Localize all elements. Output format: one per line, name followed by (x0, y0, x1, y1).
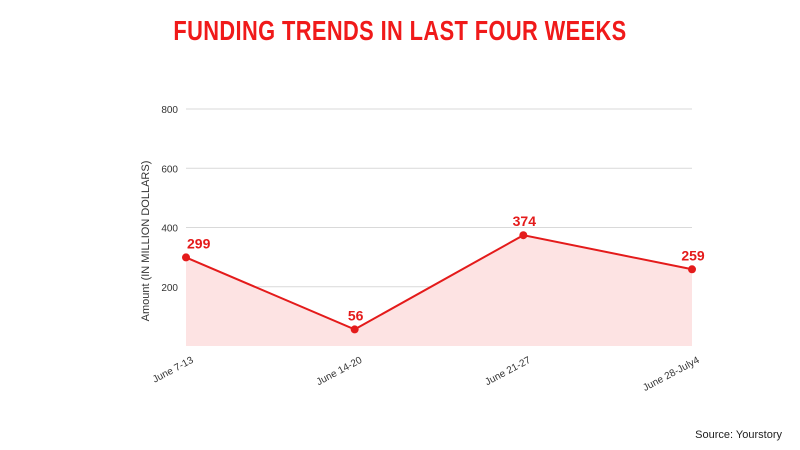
data-label: 56 (348, 307, 364, 323)
y-tick-label: 200 (161, 283, 178, 294)
y-tick-label: 600 (161, 164, 178, 175)
source-caption: Source: Yourstory (695, 429, 782, 441)
chart-title: FUNDING TRENDS IN LAST FOUR WEEKS (173, 15, 627, 46)
x-tick-label: June 28-July4 (641, 355, 702, 394)
x-tick-label: June 7-13 (151, 355, 196, 386)
x-tick-label: June 14-20 (315, 355, 365, 388)
data-label: 374 (513, 213, 537, 229)
data-point (182, 253, 190, 262)
series-area (185, 234, 693, 346)
series-line (185, 234, 693, 331)
x-tick-label: June 21-27 (483, 355, 533, 388)
y-tick-label: 400 (161, 224, 178, 235)
y-axis-ticks: 200 400 600 800 (161, 105, 178, 294)
data-point (688, 265, 696, 274)
x-axis-ticks: June 7-13 June 14-20 June 21-27 June 28-Jul… (151, 355, 702, 394)
data-point (519, 231, 528, 240)
y-axis-label: Amount (IN MILLION DOLLARS) (140, 161, 152, 322)
data-point (350, 325, 359, 334)
data-label: 299 (187, 235, 211, 251)
y-tick-label: 800 (161, 105, 178, 116)
data-points (182, 231, 696, 334)
area-fill (186, 235, 692, 346)
data-label: 259 (681, 247, 705, 263)
data-labels: 299 56 374 259 (187, 213, 705, 323)
